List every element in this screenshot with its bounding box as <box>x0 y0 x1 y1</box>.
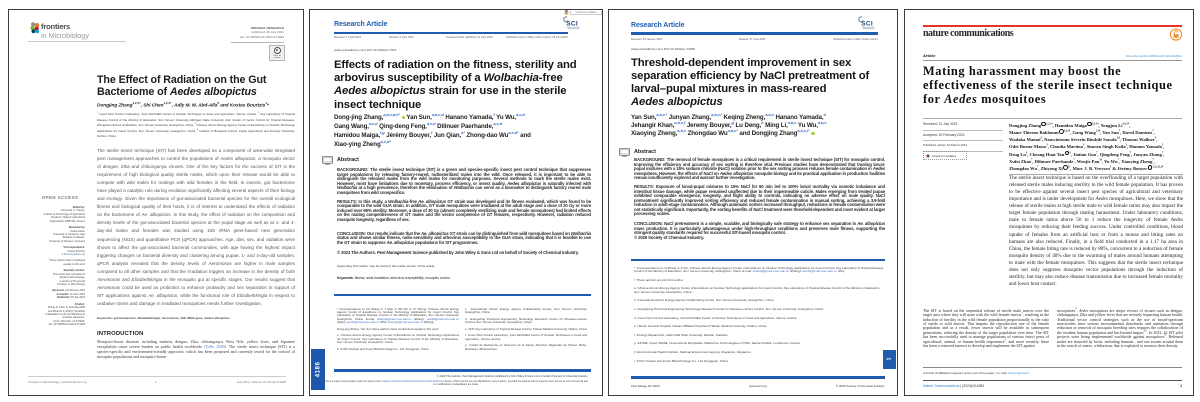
svg-text:SCI: SCI <box>861 20 873 27</box>
svg-text:SCI: SCI <box>566 20 578 27</box>
